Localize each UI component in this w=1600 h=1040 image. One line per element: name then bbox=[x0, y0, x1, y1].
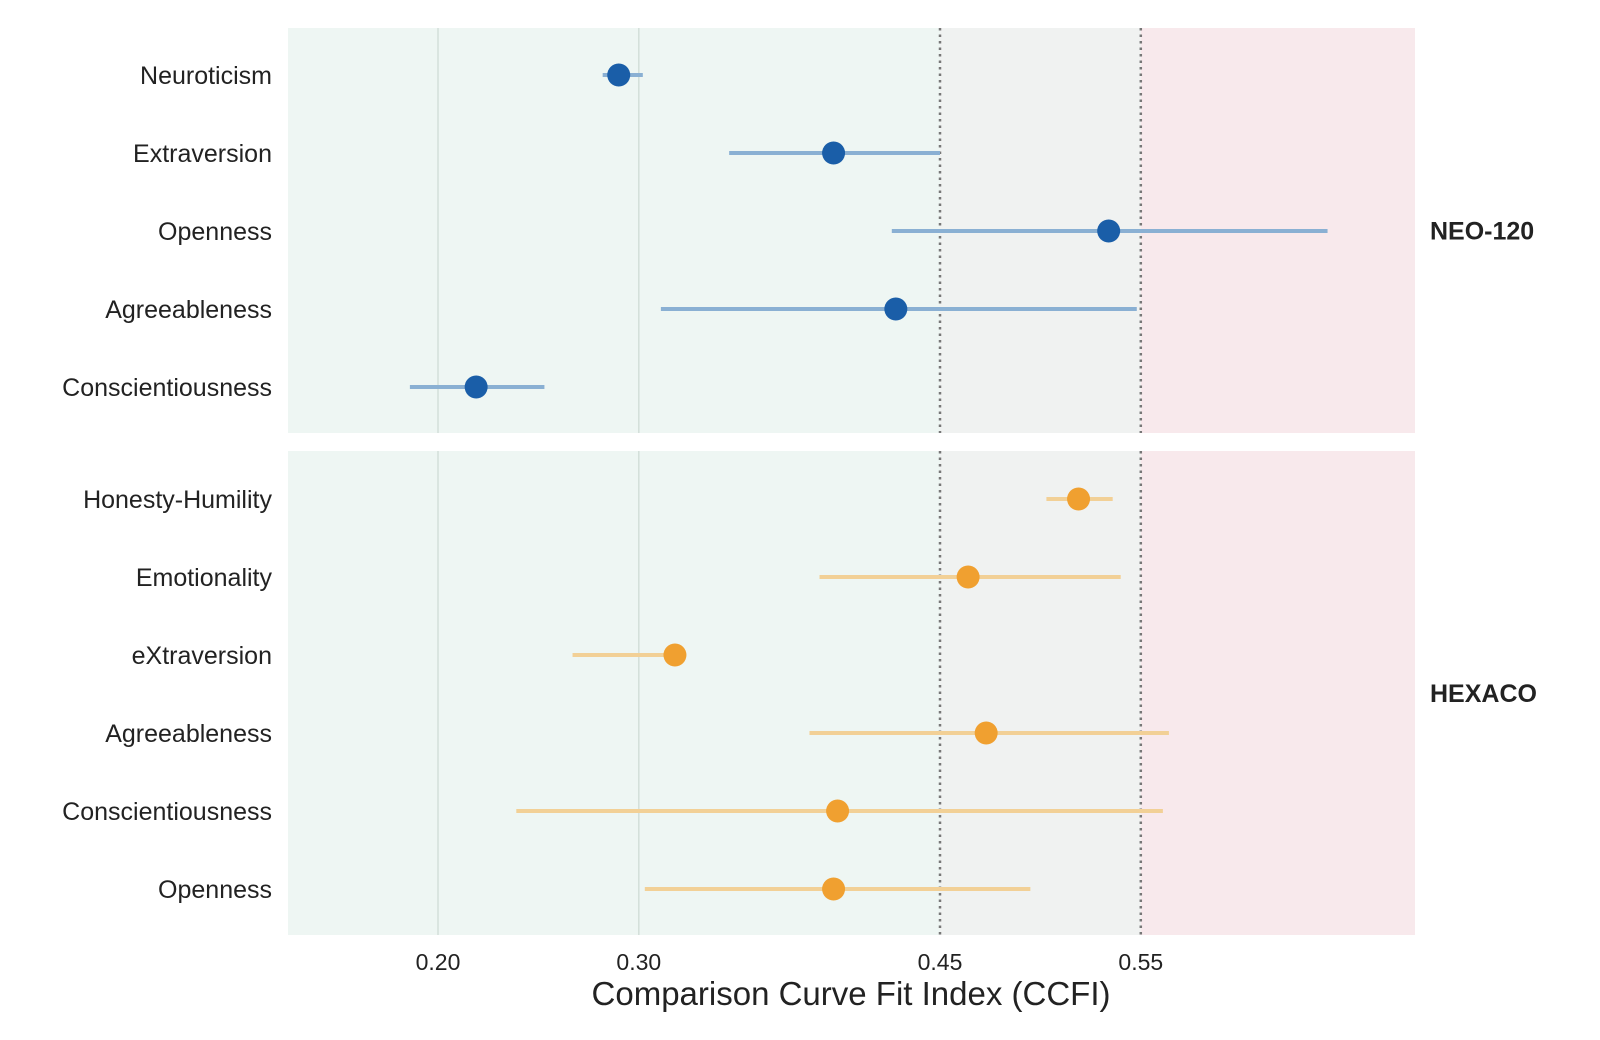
row-label: Emotionality bbox=[136, 564, 273, 592]
row-label: Conscientiousness bbox=[62, 798, 272, 826]
row-label: Agreeableness bbox=[105, 720, 272, 748]
background-zone-1 bbox=[940, 451, 1141, 935]
x-axis: 0.20 0.30 0.45 0.55 bbox=[416, 949, 1164, 975]
point-estimate bbox=[884, 297, 908, 321]
row-label: Openness bbox=[158, 218, 272, 246]
point-estimate bbox=[822, 877, 846, 901]
background-zone-2 bbox=[1140, 451, 1415, 935]
point-estimate bbox=[956, 565, 980, 589]
point-estimate bbox=[822, 141, 846, 165]
panel-label: NEO-120 bbox=[1430, 218, 1534, 246]
panels-layer: Neuroticism Extraversion Openness Agreeable… bbox=[62, 28, 1537, 935]
background-zone-0 bbox=[288, 451, 940, 935]
x-tick-label: 0.55 bbox=[1118, 949, 1163, 975]
row-label: Neuroticism bbox=[140, 62, 272, 90]
point-estimate bbox=[1067, 487, 1091, 511]
row-label: Openness bbox=[158, 876, 272, 904]
point-estimate bbox=[464, 375, 488, 399]
row-label: Extraversion bbox=[133, 140, 272, 168]
panel-hexaco: Honesty-Humility Emotionality eXtraversion… bbox=[62, 451, 1537, 935]
panel-label: HEXACO bbox=[1430, 680, 1537, 708]
point-estimate bbox=[663, 643, 687, 667]
row-label: Conscientiousness bbox=[62, 374, 272, 402]
x-tick-label: 0.30 bbox=[616, 949, 661, 975]
x-axis-title: Comparison Curve Fit Index (CCFI) bbox=[592, 975, 1111, 1012]
panel-neo-120: Neuroticism Extraversion Openness Agreeable… bbox=[62, 28, 1534, 433]
point-estimate bbox=[1097, 219, 1121, 243]
x-tick-label: 0.45 bbox=[918, 949, 963, 975]
x-tick-label: 0.20 bbox=[416, 949, 461, 975]
point-estimate bbox=[974, 721, 998, 745]
point-estimate bbox=[607, 63, 631, 87]
row-label: Agreeableness bbox=[105, 296, 272, 324]
background-zone-0 bbox=[288, 28, 940, 433]
point-estimate bbox=[826, 799, 850, 823]
row-label: eXtraversion bbox=[132, 642, 272, 670]
row-label: Honesty-Humility bbox=[83, 486, 272, 514]
